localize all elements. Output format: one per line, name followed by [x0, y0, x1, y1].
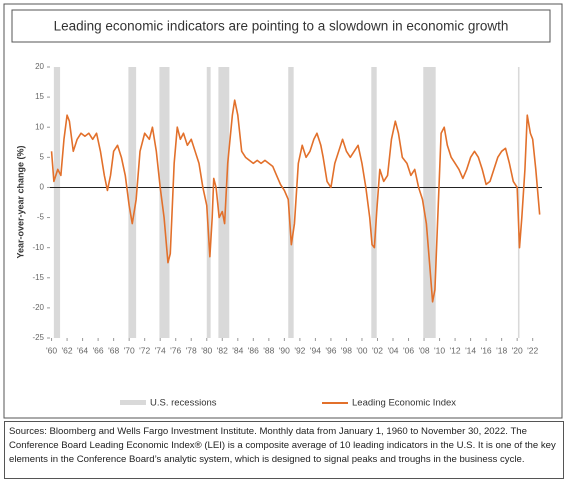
y-tick-label: -15 [32, 273, 44, 282]
x-tick-label: '68 [108, 345, 119, 355]
x-tick-label: '92 [294, 345, 305, 355]
x-tick-label: '82 [217, 345, 228, 355]
x-tick-label: '10 [434, 345, 445, 355]
x-tick-label: '72 [139, 345, 150, 355]
y-tick-label: 15 [35, 92, 44, 101]
x-tick-label: '18 [496, 345, 507, 355]
source-note: Sources: Bloomberg and Wells Fargo Inves… [4, 421, 564, 479]
recession-band [128, 67, 137, 338]
y-tick-label: 20 [35, 62, 44, 71]
x-tick-label: '20 [512, 345, 523, 355]
x-tick-label: '76 [170, 345, 181, 355]
y-tick-label: 10 [35, 122, 44, 131]
x-tick-label: '96 [325, 345, 336, 355]
recession-band [159, 67, 170, 338]
x-tick-label: '02 [372, 345, 383, 355]
x-tick-label: '60 [46, 345, 57, 355]
title-box [11, 9, 551, 43]
x-tick-label: '64 [77, 345, 88, 355]
x-tick-label: '22 [527, 345, 538, 355]
y-tick-label: -10 [32, 243, 44, 252]
x-tick-label: '74 [155, 345, 166, 355]
recession-band [218, 67, 230, 338]
x-tick-label: '00 [356, 345, 367, 355]
x-tick-label: '16 [481, 345, 492, 355]
x-tick-label: '88 [263, 345, 274, 355]
y-tick-label: 5 [40, 152, 45, 161]
x-tick-label: '04 [387, 345, 398, 355]
x-tick-label: '12 [450, 345, 461, 355]
recession-band [517, 67, 520, 338]
x-tick-label: '06 [403, 345, 414, 355]
x-tick-label: '90 [279, 345, 290, 355]
legend-label: U.S. recessions [150, 398, 217, 409]
x-tick-label: '62 [62, 345, 73, 355]
line-series [50, 99, 541, 303]
y-tick-label: -5 [37, 213, 45, 222]
x-tick-label: '66 [93, 345, 104, 355]
x-tick-label: '84 [232, 345, 243, 355]
chart-frame [3, 3, 563, 419]
recession-band [423, 67, 436, 338]
chart-title: Leading economic indicators are pointing… [54, 19, 509, 34]
recession-band [53, 67, 61, 338]
y-axis-label: Year-over-year change (%) [15, 145, 25, 258]
x-tick-label: '78 [186, 345, 197, 355]
x-tick-label: '94 [310, 345, 321, 355]
y-tick-label: -25 [32, 333, 44, 342]
recession-band [206, 67, 211, 338]
x-tick-label: '86 [248, 345, 259, 355]
y-tick-label: 0 [40, 183, 45, 192]
y-tick-label: -20 [32, 303, 44, 312]
x-tick-label: '08 [419, 345, 430, 355]
x-tick-label: '70 [124, 345, 135, 355]
x-tick-label: '14 [465, 345, 476, 355]
legend-label: Leading Economic Index [352, 398, 456, 409]
legend-swatch [120, 400, 146, 405]
recession-band [371, 67, 377, 338]
recession-band [288, 67, 294, 338]
x-tick-label: '98 [341, 345, 352, 355]
chart: Leading economic indicators are pointing… [3, 3, 563, 419]
x-tick-label: '80 [201, 345, 212, 355]
